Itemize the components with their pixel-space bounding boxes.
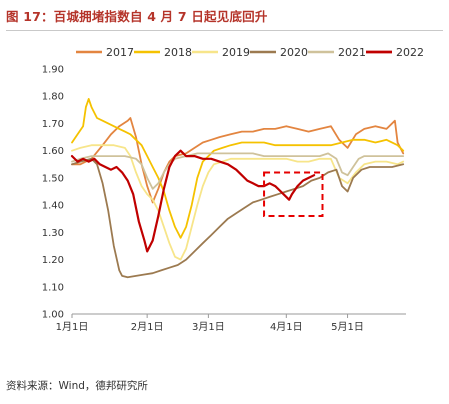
- y-tick-label: 1.40: [42, 201, 64, 212]
- plot-area: [70, 98, 405, 279]
- x-tick-label: 1月1日: [56, 321, 89, 333]
- title-rule: [6, 30, 443, 31]
- figure-title: 图 17：百城拥堵指数自 4 月 7 日起见底回升: [6, 9, 268, 24]
- y-tick-label: 1.50: [42, 173, 64, 184]
- y-tick-label: 1.30: [42, 228, 64, 239]
- series-line-2022: [70, 149, 316, 253]
- legend-label: 2020: [280, 46, 308, 59]
- series-line-2019: [71, 144, 405, 261]
- y-tick-label: 1.00: [42, 310, 64, 321]
- series-line-2017: [71, 117, 405, 204]
- highlight-box: [263, 171, 324, 217]
- y-tick-label: 1.70: [42, 119, 64, 130]
- y-tick-label: 1.20: [42, 255, 64, 266]
- x-tick-label: 3月1日: [192, 321, 225, 333]
- y-tick-label: 1.80: [42, 92, 64, 103]
- legend-label: 2022: [396, 46, 424, 59]
- legend-label: 2019: [222, 46, 250, 59]
- legend-label: 2017: [106, 46, 134, 59]
- x-tick-label: 4月1日: [270, 321, 303, 333]
- series-line-2020: [71, 157, 405, 279]
- legend-label: 2018: [164, 46, 192, 59]
- series-line-2021: [71, 152, 405, 190]
- y-tick-label: 1.60: [42, 146, 64, 157]
- legend-label: 2021: [338, 46, 366, 59]
- x-tick-label: 2月1日: [131, 321, 164, 333]
- x-axis: 1月1日 2月1日 3月1日 4月1日 5月1日: [56, 313, 406, 333]
- series-line-2018: [71, 98, 405, 239]
- y-tick-label: 1.10: [42, 282, 64, 293]
- x-tick-label: 5月1日: [331, 321, 364, 333]
- legend: 2017 2018 2019 2020 2021 2022: [76, 46, 424, 59]
- highlight-layer: [263, 171, 324, 217]
- source-note: 资料来源：Wind，德邦研究所: [6, 380, 148, 392]
- y-tick-label: 1.90: [42, 65, 64, 76]
- y-axis: 1.00 1.10 1.20 1.30 1.40 1.50 1.60 1.70 1.80 1.90: [42, 65, 64, 321]
